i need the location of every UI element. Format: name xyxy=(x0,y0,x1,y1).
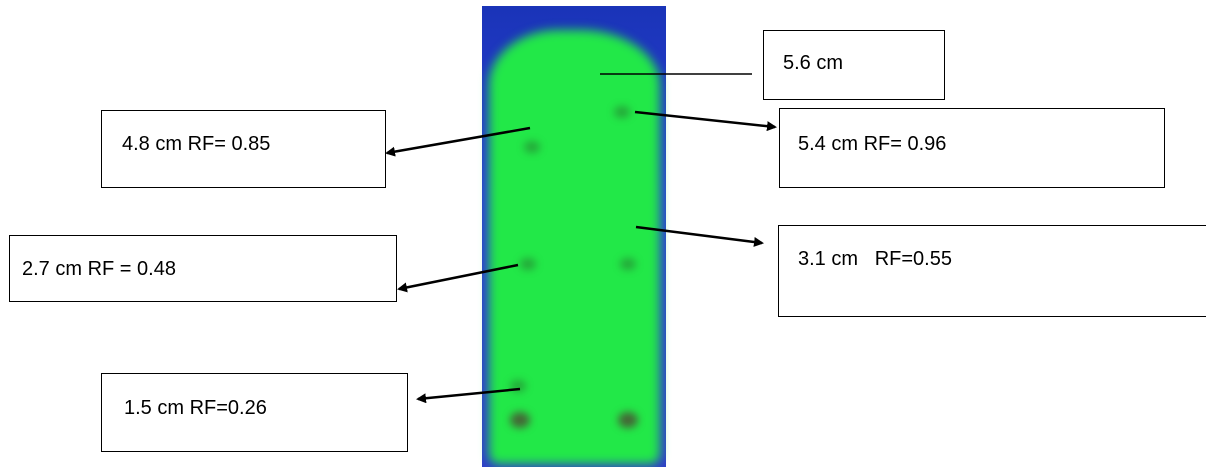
label-text: 2.7 cm RF = 0.48 xyxy=(22,258,176,281)
label-solvent-front: 5.6 cm xyxy=(763,30,945,100)
label-spot-left-lower: 1.5 cm RF=0.26 xyxy=(101,373,408,452)
label-spot-left-middle: 2.7 cm RF = 0.48 xyxy=(9,235,397,302)
label-spot-right-middle: 3.1 cm RF=0.55 xyxy=(778,225,1206,317)
label-spot-left-top: 4.8 cm RF= 0.85 xyxy=(101,110,386,188)
label-text: 4.8 cm RF= 0.85 xyxy=(122,133,270,156)
arrow-to-r1 xyxy=(635,112,775,127)
arrow-to-r2 xyxy=(636,227,762,243)
label-spot-right-top: 5.4 cm RF= 0.96 xyxy=(779,108,1165,188)
arrow-to-l3 xyxy=(418,389,520,399)
arrow-to-l2 xyxy=(399,265,518,289)
label-text: 5.6 cm xyxy=(783,52,843,75)
label-text: 5.4 cm RF= 0.96 xyxy=(798,133,946,156)
label-text: 3.1 cm RF=0.55 xyxy=(798,248,952,271)
arrow-to-l1 xyxy=(387,128,530,153)
label-text: 1.5 cm RF=0.26 xyxy=(124,397,267,420)
